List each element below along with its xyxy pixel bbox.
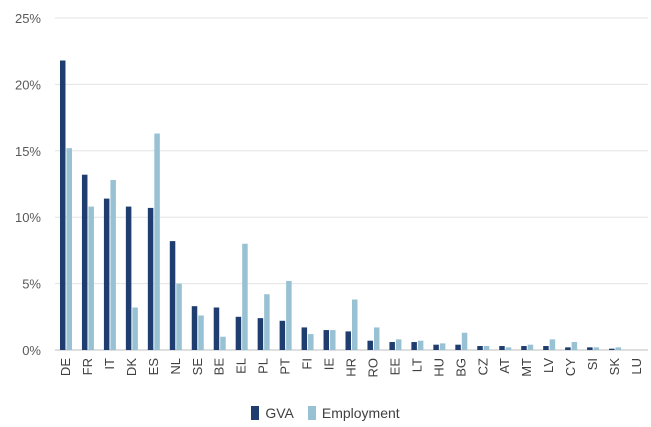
bar-gva-lt xyxy=(411,342,417,350)
y-tick-label: 10% xyxy=(15,210,41,225)
bar-employment-at xyxy=(505,347,512,350)
bar-employment-ro xyxy=(373,327,380,350)
x-tick-label: LT xyxy=(409,358,424,372)
y-tick-label: 0% xyxy=(22,343,41,358)
y-tick-label: 15% xyxy=(15,144,41,159)
legend-item-employment: Employment xyxy=(307,405,400,421)
x-tick-label: HU xyxy=(431,358,446,377)
bar-gva-si xyxy=(587,347,593,350)
x-tick-label: HR xyxy=(344,358,359,377)
bar-gva-lv xyxy=(543,346,549,350)
bar-gva-cz xyxy=(477,346,483,350)
bar-gva-it xyxy=(103,198,110,350)
x-tick-label: EE xyxy=(387,358,402,376)
bar-employment-nl xyxy=(176,283,182,350)
x-tick-label: DE xyxy=(58,358,73,376)
bar-gva-hu xyxy=(433,344,439,350)
legend-label-employment: Employment xyxy=(321,405,400,421)
y-tick-label: 25% xyxy=(15,11,41,26)
x-tick-label: PT xyxy=(278,358,293,375)
x-tick-label: LV xyxy=(541,358,556,373)
legend: GVA Employment xyxy=(0,405,651,421)
bar-gva-fi xyxy=(301,327,308,350)
x-tick-label: IT xyxy=(102,358,117,370)
bar-employment-mt xyxy=(527,344,534,350)
x-tick-label: LU xyxy=(629,358,644,375)
legend-item-gva: GVA xyxy=(251,405,294,421)
x-tick-label: BG xyxy=(453,358,468,377)
gridlines xyxy=(55,17,648,351)
legend-label-gva: GVA xyxy=(265,405,294,421)
bar-gva-ee xyxy=(389,342,395,350)
bar-gva-at xyxy=(499,346,505,350)
bar-employment-ee xyxy=(395,339,402,350)
bar-employment-dk xyxy=(132,307,138,350)
bar-employment-fr xyxy=(88,206,94,350)
bar-gva-se xyxy=(191,306,198,350)
x-tick-label: NL xyxy=(168,358,183,375)
bar-gva-es xyxy=(147,207,154,350)
bar-gva-ro xyxy=(367,340,373,350)
y-tick-label: 20% xyxy=(15,77,41,92)
x-tick-label: RO xyxy=(365,358,380,378)
legend-swatch-employment xyxy=(307,406,316,420)
bar-gva-be xyxy=(213,307,220,350)
bar-gva-el xyxy=(235,316,242,350)
x-tick-label: SI xyxy=(585,358,600,370)
bar-employment-ie xyxy=(330,330,336,350)
bar-employment-hu xyxy=(439,343,446,350)
y-axis-ticks: 0% 5% 10% 15% 20% 25% xyxy=(15,11,41,358)
bar-gva-nl xyxy=(169,241,176,350)
x-tick-label: FR xyxy=(80,358,95,375)
bar-employment-hr xyxy=(352,299,358,350)
x-tick-label: EL xyxy=(234,358,249,374)
bar-employment-sk xyxy=(615,347,622,350)
x-axis-ticks: DE FR IT DK ES NL SE BE EL PL PT FI IE HR RO EE LT HU BG CZ… xyxy=(58,358,644,378)
bar-employment-el xyxy=(242,243,248,350)
y-tick-label: 5% xyxy=(22,277,41,292)
bar-employment-cz xyxy=(483,346,490,350)
bar-gva-pt xyxy=(279,320,286,350)
bar-employment-si xyxy=(593,347,600,350)
bar-employment-bg xyxy=(461,332,468,350)
bar-employment-pl xyxy=(264,294,270,350)
x-tick-label: SE xyxy=(190,358,205,376)
legend-swatch-gva xyxy=(251,406,260,420)
bar-employment-pt xyxy=(286,280,292,350)
bar-gva-ie xyxy=(323,330,330,350)
bar-employment-it xyxy=(110,180,116,350)
bar-employment-be xyxy=(220,336,226,350)
bar-gva-dk xyxy=(125,206,132,350)
x-tick-label: CZ xyxy=(475,358,490,375)
bar-employment-cy xyxy=(571,342,578,350)
x-tick-label: CY xyxy=(563,358,578,376)
bar-employment-se xyxy=(198,315,204,350)
bar-gva-sk xyxy=(609,348,615,350)
x-tick-label: ES xyxy=(146,358,161,376)
bars xyxy=(59,60,622,350)
bar-chart: 0% 5% 10% 15% 20% 25% DE FR IT DK ES NL SE BE EL PL PT F… xyxy=(15,11,648,378)
bar-gva-mt xyxy=(521,346,527,350)
x-tick-label: DK xyxy=(124,358,139,376)
bar-gva-cy xyxy=(565,347,571,350)
x-tick-label: BE xyxy=(212,358,227,376)
bar-employment-fi xyxy=(308,334,314,350)
x-tick-label: MT xyxy=(519,358,534,377)
x-tick-label: IE xyxy=(322,358,337,371)
x-tick-label: FI xyxy=(300,358,315,370)
bar-gva-de xyxy=(59,60,66,350)
bar-gva-bg xyxy=(455,344,461,350)
bar-gva-fr xyxy=(81,174,88,350)
x-tick-label: SK xyxy=(607,358,622,376)
bar-employment-es xyxy=(154,133,160,350)
bar-employment-lv xyxy=(549,339,556,350)
bar-employment-lt xyxy=(417,340,424,350)
x-tick-label: AT xyxy=(497,358,512,374)
x-tick-label: PL xyxy=(256,358,271,374)
bar-gva-pl xyxy=(257,318,264,350)
bar-employment-de xyxy=(66,148,72,350)
bar-gva-hr xyxy=(345,331,351,350)
